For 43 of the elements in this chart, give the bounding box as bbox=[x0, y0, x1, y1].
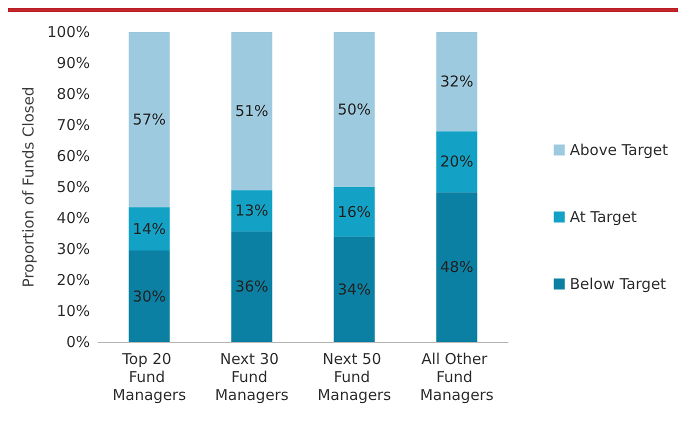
bar bbox=[231, 32, 272, 190]
y-tick-label: 90% bbox=[56, 54, 90, 72]
y-tick-label: 60% bbox=[56, 147, 90, 165]
x-tick-label: Top 20 Fund Managers bbox=[112, 350, 186, 404]
x-tick-label: All Other Fund Managers bbox=[420, 350, 494, 404]
data-label: 13% bbox=[235, 202, 268, 220]
data-label: 51% bbox=[235, 102, 268, 120]
data-label: 36% bbox=[235, 278, 268, 296]
y-tick-label: 20% bbox=[56, 271, 90, 289]
legend-label: At Target bbox=[570, 208, 637, 226]
y-axis-title: Proportion of Funds Closed bbox=[20, 86, 38, 288]
y-tick-label: 80% bbox=[56, 85, 90, 103]
y-tick-label: 50% bbox=[56, 178, 90, 196]
bar bbox=[436, 32, 478, 132]
y-tick-label: 70% bbox=[56, 116, 90, 134]
data-label: 50% bbox=[338, 100, 371, 118]
bar bbox=[231, 190, 272, 232]
data-label: 14% bbox=[132, 220, 166, 238]
bar bbox=[128, 32, 170, 208]
x-tick-label: Next 30 Fund Managers bbox=[214, 350, 289, 404]
y-tick-label: 40% bbox=[56, 209, 90, 227]
data-label: 48% bbox=[440, 258, 474, 276]
y-tick-label: 30% bbox=[56, 240, 90, 258]
data-label: 32% bbox=[440, 72, 474, 91]
data-label: 57% bbox=[132, 110, 166, 129]
bar bbox=[231, 231, 272, 342]
y-tick-label: 100% bbox=[47, 23, 90, 41]
bar bbox=[128, 207, 170, 251]
bar bbox=[436, 192, 478, 342]
bar bbox=[436, 131, 478, 192]
x-tick-label: Next 50 Fund Managers bbox=[317, 350, 392, 404]
y-tick-label: 0% bbox=[66, 333, 90, 351]
bar bbox=[334, 187, 375, 237]
data-label: 30% bbox=[132, 287, 166, 306]
data-label: 20% bbox=[440, 152, 474, 171]
bar bbox=[334, 236, 375, 342]
legend-label: Below Target bbox=[570, 275, 666, 293]
bar bbox=[334, 32, 375, 187]
data-label: 34% bbox=[338, 280, 371, 298]
bar bbox=[128, 250, 170, 342]
y-tick-label: 10% bbox=[56, 302, 90, 320]
data-label: 16% bbox=[338, 202, 371, 221]
legend-label: Above Target bbox=[570, 141, 668, 159]
